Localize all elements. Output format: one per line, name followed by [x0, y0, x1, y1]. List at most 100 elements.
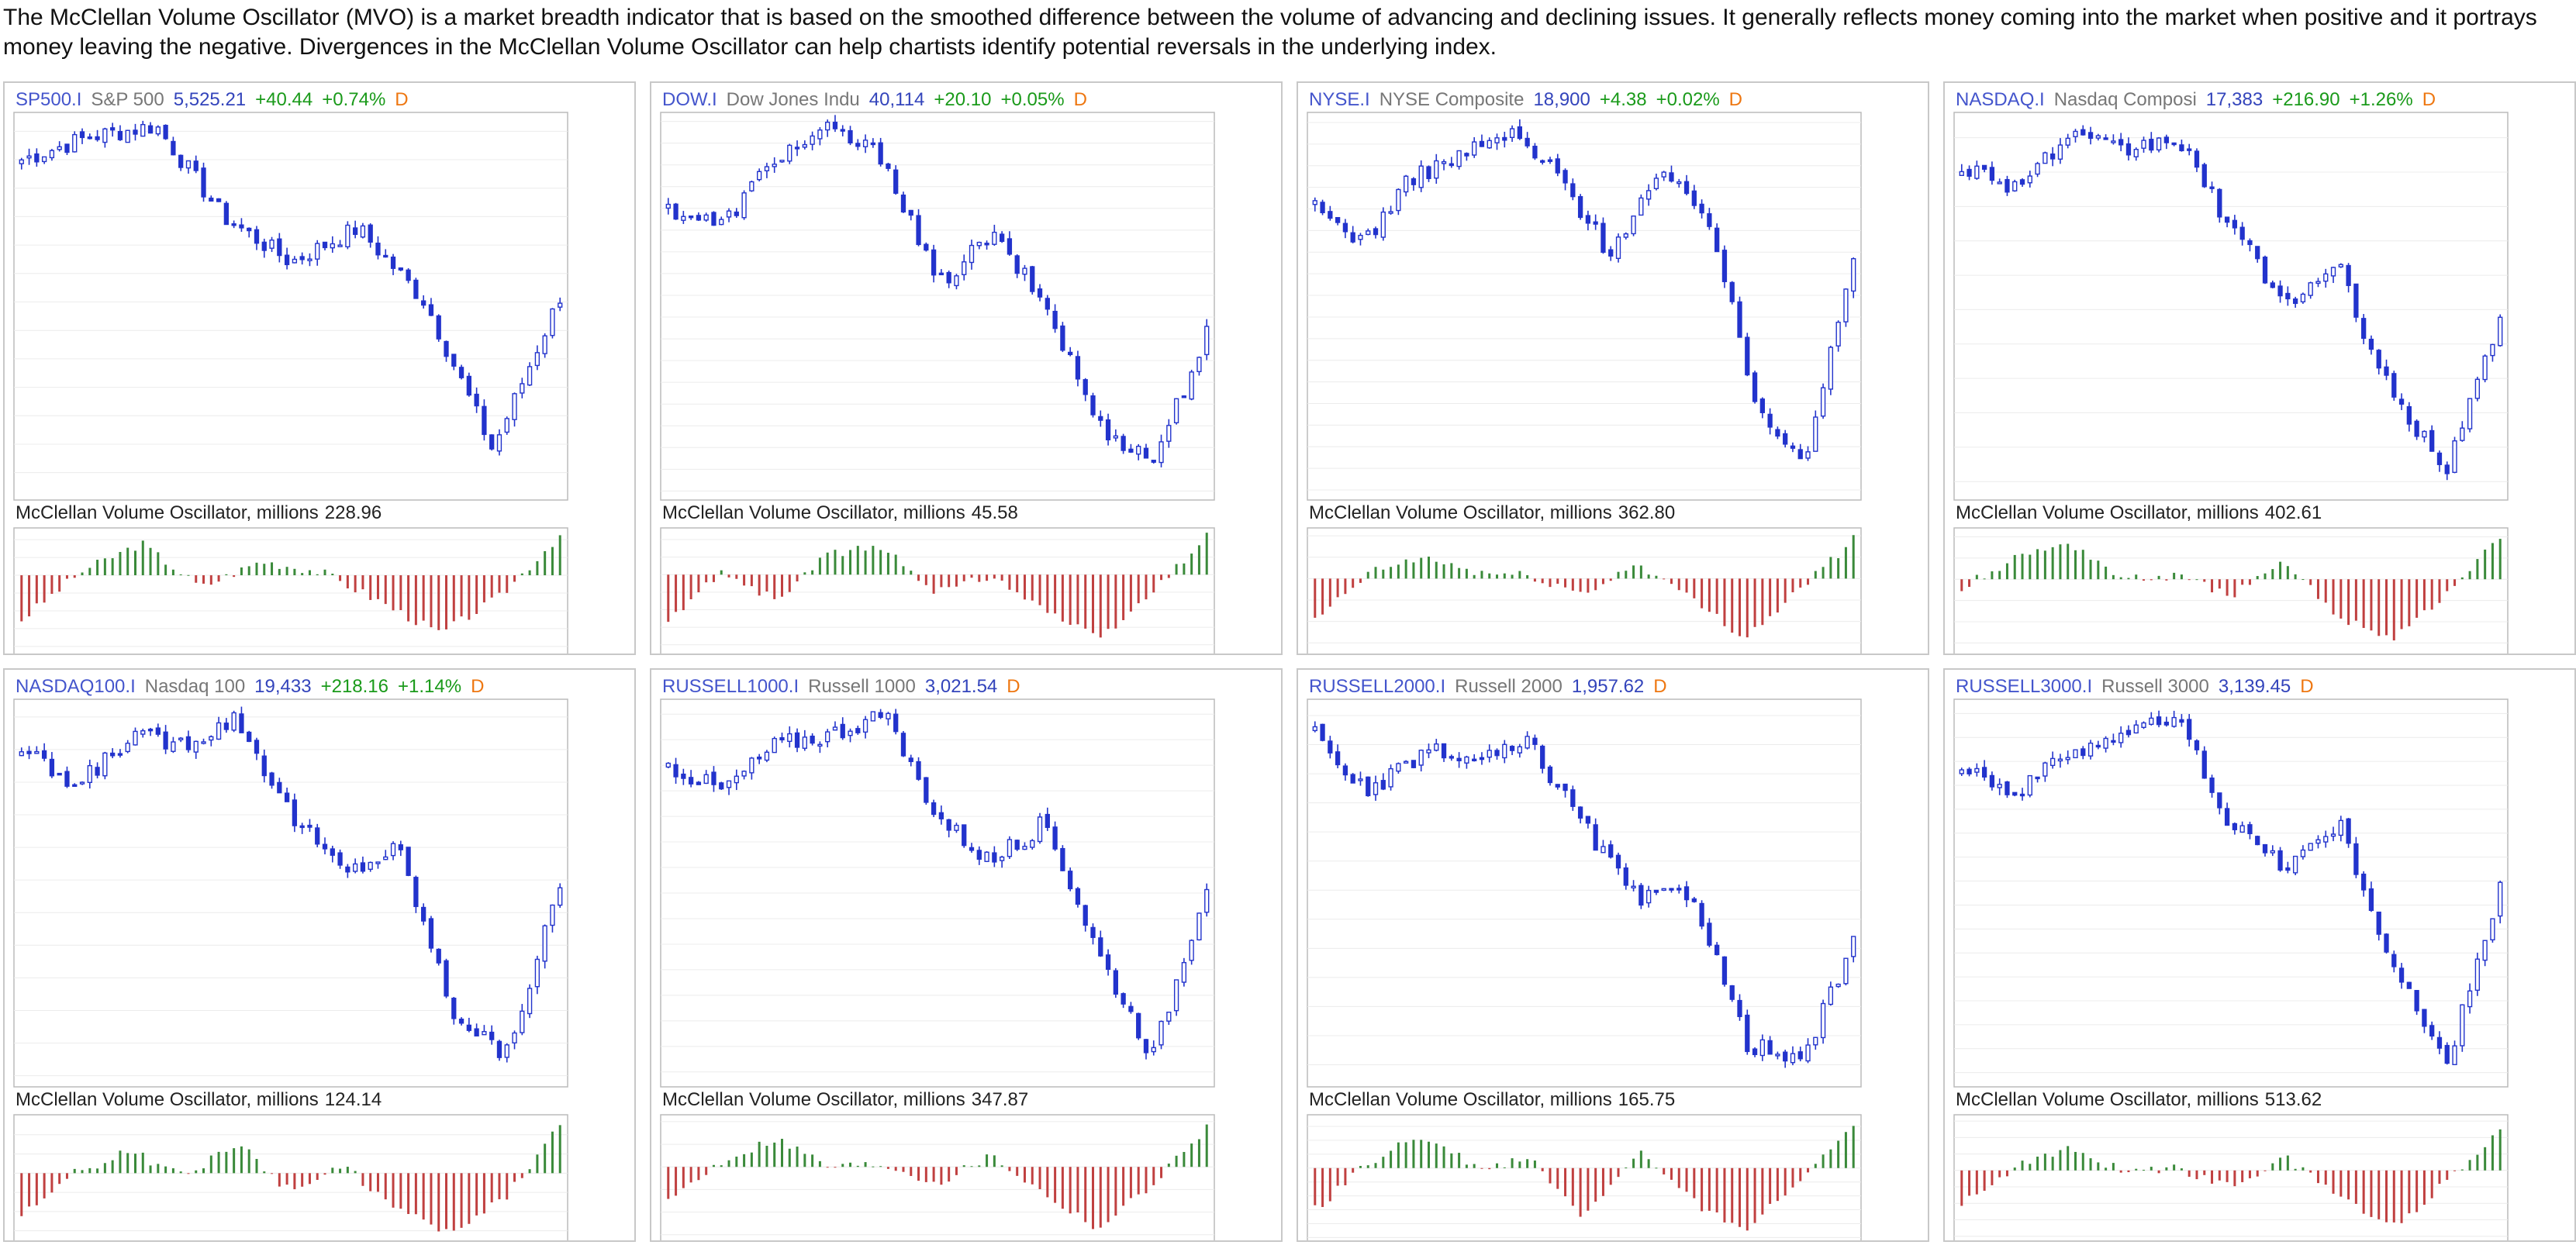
candle: [2391, 371, 2397, 401]
osc-bar: [482, 575, 485, 603]
osc-bar: [316, 574, 319, 576]
osc-bar: [803, 572, 806, 575]
osc-bar: [255, 562, 258, 576]
ticker-symbol[interactable]: NASDAQ100.I: [16, 676, 136, 697]
candle: [2201, 746, 2207, 779]
candle: [247, 730, 252, 743]
osc-bar: [1473, 1164, 1476, 1168]
ticker-symbol[interactable]: NYSE.I: [1309, 89, 1370, 110]
osc-bar: [271, 562, 274, 576]
osc-bar: [43, 575, 46, 603]
candle: [1007, 836, 1013, 860]
osc-bar: [2188, 579, 2191, 581]
chart-panel: SP500.I S&P 500 5,525.21 +40.44 +0.74% D McCle…: [3, 81, 636, 655]
osc-bar: [1031, 574, 1034, 601]
oscillator-value: 228.96: [324, 502, 382, 523]
candle: [117, 749, 123, 758]
candle: [1426, 743, 1431, 759]
last-price: 3,021.54: [924, 676, 998, 697]
candle: [1045, 295, 1050, 316]
candle: [558, 297, 563, 312]
candle: [2035, 161, 2040, 178]
osc-bar: [780, 1139, 783, 1167]
osc-bar: [1473, 574, 1476, 579]
ticker-symbol[interactable]: DOW.I: [662, 89, 717, 110]
osc-bar: [1670, 1167, 1673, 1180]
osc-bar: [689, 1167, 692, 1183]
osc-bar: [1715, 1167, 1718, 1212]
osc-bar: [796, 1147, 799, 1167]
osc-bar: [1829, 1149, 1832, 1168]
osc-bar: [50, 575, 54, 595]
osc-bar: [1099, 1167, 1102, 1228]
candle: [2095, 740, 2101, 750]
osc-bar: [50, 1173, 54, 1193]
chart-header: SP500.I S&P 500 5,525.21 +40.44 +0.74% D: [16, 89, 409, 111]
osc-bar: [536, 560, 539, 576]
osc-bar: [1632, 1158, 1635, 1168]
candle: [764, 162, 770, 178]
candle: [247, 227, 252, 238]
ticker-symbol[interactable]: RUSSELL2000.I: [1309, 676, 1446, 697]
ticker-symbol[interactable]: NASDAQ.I: [1956, 89, 2045, 110]
osc-bar: [1107, 574, 1110, 629]
osc-bar: [126, 1153, 129, 1174]
osc-bar: [1450, 1153, 1453, 1168]
osc-bar: [1038, 574, 1041, 605]
osc-bar: [2301, 579, 2305, 581]
osc-bar: [65, 575, 68, 579]
osc-bar: [73, 575, 76, 578]
last-price: 40,114: [868, 89, 925, 110]
osc-bar: [1655, 575, 1658, 579]
index-name: S&P 500: [91, 89, 164, 110]
ticker-symbol[interactable]: SP500.I: [16, 89, 82, 110]
ticker-symbol[interactable]: RUSSELL1000.I: [662, 676, 799, 697]
candle: [1143, 443, 1149, 459]
osc-bar: [1753, 578, 1756, 627]
candle: [1699, 900, 1704, 929]
chart-panel: NASDAQ100.I Nasdaq 100 19,433 +218.16 +1.14%…: [3, 668, 636, 1242]
osc-bar: [727, 1160, 730, 1167]
osc-bar: [528, 570, 531, 576]
osc-bar: [1844, 547, 1847, 579]
candle: [1532, 734, 1538, 750]
chart-panel: NASDAQ.I Nasdaq Composi 17,383 +216.90 +1.26…: [1943, 81, 2576, 655]
osc-bar: [2347, 1170, 2350, 1200]
chart-panel: RUSSELL1000.I Russell 1000 3,021.54 D McClel…: [650, 668, 1283, 1242]
osc-bar: [361, 1173, 364, 1186]
osc-bar: [1008, 574, 1011, 590]
osc-bar: [940, 1167, 943, 1185]
candle: [984, 851, 989, 863]
osc-bar: [1205, 1124, 1208, 1167]
osc-bar: [2498, 1129, 2502, 1171]
chart-panel: NYSE.I NYSE Composite 18,900 +4.38 +0.02% D Mc…: [1297, 81, 1929, 655]
candle: [1121, 433, 1126, 454]
osc-bar: [788, 574, 791, 592]
osc-bar: [2059, 1150, 2062, 1171]
candle: [1037, 284, 1043, 302]
osc-bar: [2332, 579, 2335, 615]
candle: [1312, 197, 1317, 212]
price-plot-frame: [13, 112, 568, 501]
candle: [140, 120, 146, 137]
osc-bar: [2316, 579, 2319, 599]
osc-bar: [157, 552, 160, 576]
candle: [2368, 335, 2374, 355]
osc-bar: [1197, 1139, 1200, 1167]
index-name: Nasdaq Composi: [2053, 89, 2197, 110]
last-price: 5,525.21: [173, 89, 247, 110]
osc-bar: [2279, 1157, 2282, 1171]
osc-bar: [864, 550, 867, 575]
candle: [1805, 1038, 1811, 1064]
candle: [1997, 778, 2002, 795]
candle: [665, 762, 671, 768]
candle: [749, 181, 754, 192]
osc-bar: [520, 573, 523, 576]
candle: [474, 1023, 479, 1036]
candle: [1851, 257, 1856, 298]
osc-bar: [675, 1167, 678, 1196]
ticker-symbol[interactable]: RUSSELL3000.I: [1956, 676, 2093, 697]
candle: [277, 778, 282, 794]
candle: [1517, 119, 1523, 140]
